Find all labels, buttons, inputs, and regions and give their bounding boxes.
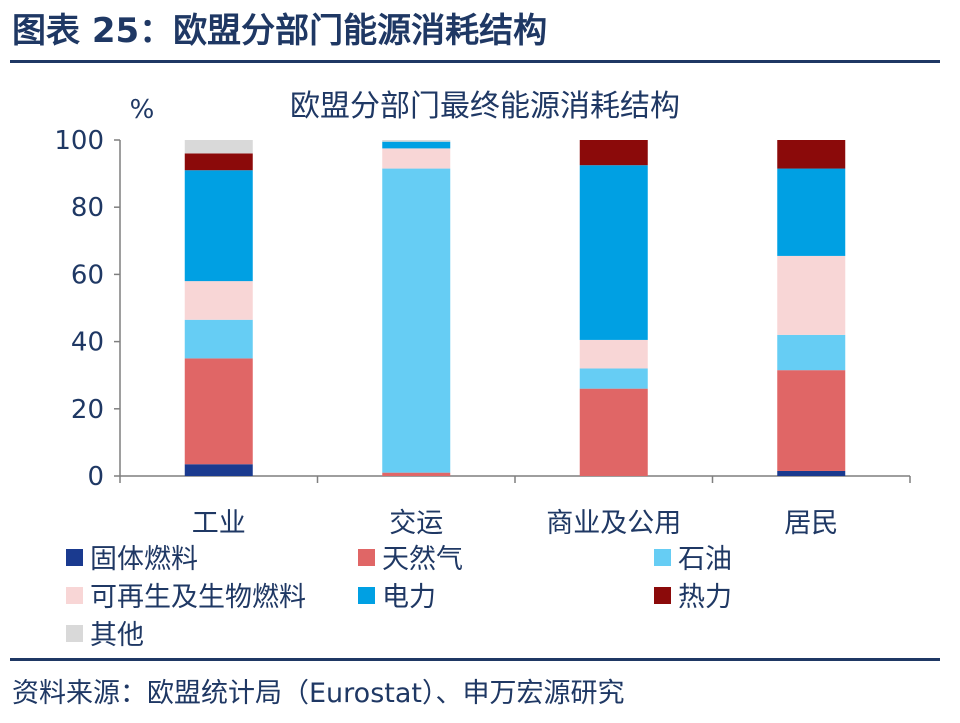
bar-segment bbox=[777, 255, 846, 335]
x-tick-label: 工业 bbox=[192, 508, 246, 539]
bar-segment bbox=[579, 368, 648, 389]
chart-title: 欧盟分部门最终能源消耗结构 bbox=[290, 89, 680, 124]
bar-segment bbox=[579, 165, 648, 340]
bar-segment bbox=[184, 281, 253, 320]
legend-label: 其他 bbox=[90, 620, 144, 651]
bar-segment bbox=[579, 140, 648, 166]
bar-segment bbox=[184, 140, 253, 154]
x-tick-label: 商业及公用 bbox=[546, 508, 681, 539]
y-tick-label: 100 bbox=[54, 126, 104, 156]
bar-segment bbox=[184, 319, 253, 359]
legend-swatch bbox=[654, 549, 671, 566]
x-tick-label: 居民 bbox=[784, 508, 838, 539]
bar-segments bbox=[184, 140, 846, 476]
legend-swatch bbox=[66, 625, 83, 642]
legend-label: 天然气 bbox=[382, 544, 463, 575]
legend-label: 电力 bbox=[382, 582, 436, 613]
legend-swatch bbox=[358, 587, 375, 604]
legend-label: 可再生及生物燃料 bbox=[90, 582, 306, 613]
legend-label: 热力 bbox=[678, 582, 732, 613]
y-tick-label: 80 bbox=[71, 193, 104, 223]
bottom-divider bbox=[10, 658, 940, 661]
legend-label: 石油 bbox=[678, 544, 732, 575]
bar-segment bbox=[777, 140, 846, 169]
bar-segment bbox=[184, 358, 253, 465]
bar-segment bbox=[777, 334, 846, 371]
bar-segment bbox=[382, 148, 451, 169]
legend-label: 固体燃料 bbox=[90, 544, 198, 575]
bar-segment bbox=[579, 339, 648, 369]
legend-swatch bbox=[654, 587, 671, 604]
bar-segment bbox=[382, 168, 451, 473]
y-tick-label: 20 bbox=[71, 395, 104, 425]
bar-segment bbox=[382, 141, 451, 149]
legend-swatch bbox=[358, 549, 375, 566]
legend-swatch bbox=[66, 587, 83, 604]
y-axis-ticks: 0 20 40 60 80 100 bbox=[54, 126, 120, 492]
y-axis-unit-label: % bbox=[130, 95, 155, 125]
top-divider bbox=[10, 60, 940, 63]
y-tick-label: 60 bbox=[71, 260, 104, 290]
bar-segment bbox=[777, 168, 846, 256]
source-note: 资料来源：欧盟统计局（Eurostat）、申万宏源研究 bbox=[12, 678, 625, 709]
bar-segment bbox=[184, 464, 253, 476]
legend-swatch bbox=[66, 549, 83, 566]
x-axis-ticks bbox=[119, 476, 911, 483]
y-tick-label: 0 bbox=[87, 462, 104, 492]
bar-segment bbox=[382, 472, 451, 476]
bar-segment bbox=[777, 370, 846, 471]
bar-segment bbox=[579, 388, 648, 476]
bar-segment bbox=[184, 170, 253, 282]
bar-segment bbox=[382, 140, 451, 142]
bar-segment bbox=[777, 470, 846, 476]
x-axis-labels: 工业 交运 商业及公用 居民 bbox=[192, 508, 839, 539]
bar-segment bbox=[184, 153, 253, 171]
y-tick-label: 40 bbox=[71, 328, 104, 358]
figure-title: 图表 25：欧盟分部门能源消耗结构 bbox=[12, 11, 548, 51]
x-tick-label: 交运 bbox=[389, 508, 443, 539]
